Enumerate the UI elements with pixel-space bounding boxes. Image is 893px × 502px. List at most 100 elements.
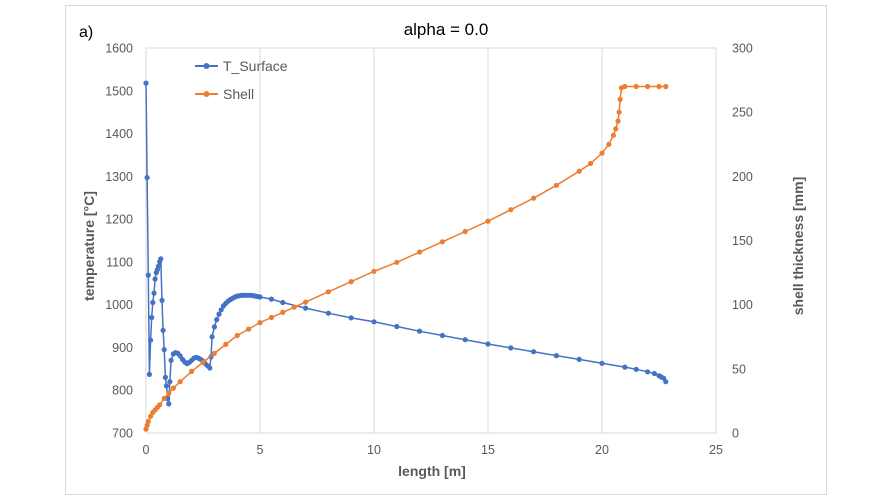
point-t-surface <box>158 256 164 262</box>
y-tick-label-3: 1000 <box>105 298 133 312</box>
point-t-surface <box>161 347 167 353</box>
point-t-surface <box>280 299 286 306</box>
point-t-surface <box>166 401 172 407</box>
point-t-surface <box>371 319 377 325</box>
series-shell <box>143 83 669 432</box>
point-t-surface <box>576 356 582 362</box>
point-t-surface <box>149 314 155 321</box>
point-shell <box>613 126 619 132</box>
y-tick-label-1: 800 <box>112 384 133 398</box>
point-shell <box>144 422 150 428</box>
x-axis-title: length [m] <box>398 463 466 479</box>
point-t-surface <box>216 311 222 317</box>
point-shell <box>189 368 195 374</box>
point-shell <box>145 418 151 424</box>
point-t-surface <box>167 379 173 385</box>
point-t-surface <box>508 345 514 351</box>
point-shell <box>280 309 286 315</box>
point-t-surface <box>146 371 152 377</box>
point-shell <box>485 218 491 224</box>
y2-tick-label-1: 50 <box>732 362 746 376</box>
y2-tick-label-5: 250 <box>732 106 753 120</box>
x-tick-label-4: 20 <box>595 443 609 457</box>
gridlines <box>259 48 603 433</box>
y2-tick-label-3: 150 <box>732 234 753 248</box>
point-shell <box>161 395 167 401</box>
point-t-surface <box>218 307 224 313</box>
legend-marker-shell <box>203 91 210 97</box>
point-shell <box>325 289 331 295</box>
point-t-surface <box>151 290 157 296</box>
y-tick-label-9: 1600 <box>105 42 133 56</box>
legend-item-t-surface: T_Surface <box>195 58 288 74</box>
point-t-surface <box>150 299 156 306</box>
point-shell <box>588 160 594 167</box>
point-t-surface <box>553 353 559 359</box>
point-t-surface <box>162 374 168 380</box>
point-shell <box>610 132 617 138</box>
chart-title: alpha = 0.0 <box>404 20 489 39</box>
point-t-surface <box>651 370 658 377</box>
point-shell <box>148 413 154 419</box>
plot-area <box>145 47 717 434</box>
point-t-surface <box>148 337 154 343</box>
y-tick-label-2: 900 <box>112 341 133 355</box>
point-t-surface <box>160 327 166 333</box>
point-t-surface <box>159 297 165 303</box>
point-shell <box>606 141 612 147</box>
point-shell <box>371 268 377 274</box>
point-shell <box>439 239 445 245</box>
series-t-surface <box>143 80 669 407</box>
series-line-t-surface <box>145 83 667 405</box>
point-t-surface <box>663 379 669 385</box>
y-tick-label-8: 1500 <box>105 84 133 98</box>
legend-label-t-surface: T_Surface <box>223 58 288 74</box>
point-shell <box>394 259 400 265</box>
point-t-surface <box>257 294 263 300</box>
point-shell <box>622 83 628 90</box>
point-shell <box>599 150 605 156</box>
point-shell <box>223 341 229 347</box>
point-t-surface <box>207 365 213 371</box>
point-t-surface <box>211 324 217 330</box>
point-shell <box>246 326 252 332</box>
y-tick-label-5: 1200 <box>105 213 133 227</box>
legend-marker-t-surface <box>203 63 210 69</box>
point-t-surface <box>214 317 220 323</box>
point-t-surface <box>485 341 491 347</box>
point-shell <box>462 228 468 235</box>
point-shell <box>616 109 622 115</box>
point-t-surface <box>168 357 174 363</box>
point-t-surface <box>531 349 537 355</box>
point-shell <box>615 118 621 124</box>
y-tick-label-0: 700 <box>112 427 133 441</box>
y-tick-label-4: 1100 <box>106 255 133 269</box>
point-shell <box>303 299 309 305</box>
axes <box>145 47 717 434</box>
y2-tick-label-0: 0 <box>732 427 739 441</box>
point-shell <box>633 83 639 90</box>
series-layer <box>143 80 669 432</box>
chart-frame: 0 5 10 15 20 25 700 800 900 1000 1100 1200 1300 1400 1… <box>65 5 827 495</box>
x-tick-label-5: 25 <box>709 443 723 457</box>
point-shell <box>417 249 423 255</box>
point-t-surface <box>144 175 150 181</box>
point-t-surface <box>645 369 651 375</box>
point-t-surface <box>622 364 628 370</box>
y2-tick-label-2: 100 <box>732 298 753 312</box>
y-axis-title: temperature [°C] <box>81 191 97 301</box>
point-t-surface <box>325 310 331 316</box>
point-t-surface <box>633 366 639 372</box>
point-shell <box>645 83 651 90</box>
point-shell <box>656 83 662 90</box>
point-shell <box>257 320 263 326</box>
point-shell <box>157 402 163 408</box>
point-t-surface <box>268 296 274 302</box>
legend-label-shell: Shell <box>223 86 254 102</box>
point-shell <box>291 304 297 310</box>
point-t-surface <box>152 276 158 282</box>
point-t-surface <box>163 383 170 389</box>
x-tick-label-1: 5 <box>257 443 264 457</box>
y-tick-label-7: 1400 <box>105 127 133 141</box>
point-t-surface <box>209 334 215 340</box>
